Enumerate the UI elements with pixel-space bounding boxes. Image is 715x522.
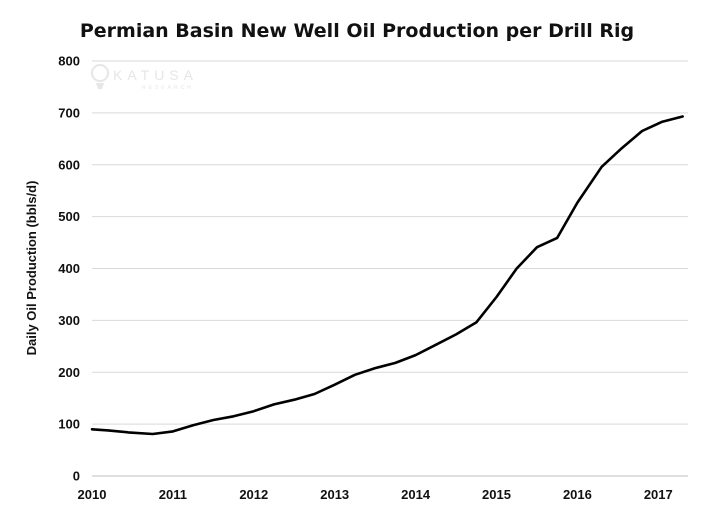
x-tick-label: 2015 bbox=[482, 487, 511, 502]
y-tick-label: 300 bbox=[58, 313, 80, 328]
x-tick-label: 2017 bbox=[644, 487, 673, 502]
y-tick-label: 700 bbox=[58, 105, 80, 120]
chart-title: Permian Basin New Well Oil Production pe… bbox=[80, 20, 634, 42]
y-tick-label: 800 bbox=[58, 54, 80, 69]
x-tick-label: 2010 bbox=[78, 487, 107, 502]
y-tick-label: 0 bbox=[73, 469, 80, 484]
x-tick-label: 2016 bbox=[563, 487, 592, 502]
x-tick-label: 2013 bbox=[320, 487, 349, 502]
y-tick-label: 600 bbox=[58, 157, 80, 172]
x-tick-label: 2012 bbox=[239, 487, 268, 502]
x-axis-ticks: 2010 2011 2012 2013 2014 2015 2016 2017 bbox=[78, 487, 673, 502]
x-tick-label: 2011 bbox=[159, 487, 187, 502]
y-tick-label: 100 bbox=[58, 417, 80, 432]
series-line bbox=[90, 115, 684, 436]
y-tick-label: 500 bbox=[58, 209, 80, 224]
y-tick-label: 400 bbox=[58, 261, 80, 276]
watermark-sub: RESEARCH bbox=[142, 85, 194, 91]
y-axis-ticks: 0 100 200 300 400 500 600 700 800 bbox=[58, 54, 80, 484]
y-axis-label: Daily Oil Production (bbls/d) bbox=[24, 181, 39, 356]
gridlines bbox=[92, 60, 688, 425]
y-tick-label: 200 bbox=[58, 365, 80, 380]
watermark-brand: KATUSA bbox=[113, 67, 198, 83]
x-tick-label: 2014 bbox=[401, 487, 431, 502]
watermark-logo: KATUSA RESEARCH bbox=[91, 64, 198, 91]
series-layer bbox=[90, 115, 684, 436]
